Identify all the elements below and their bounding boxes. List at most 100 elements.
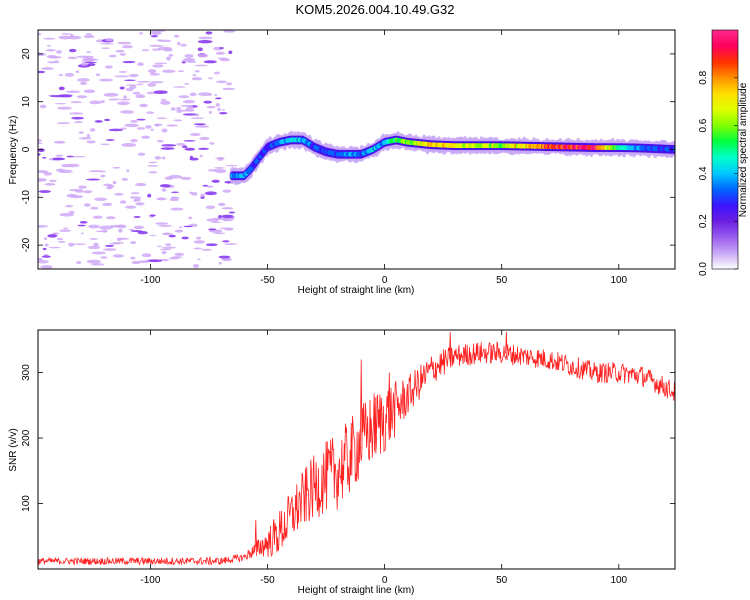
spectrogram-noise-cell bbox=[159, 184, 171, 188]
spectrogram-noise-cell bbox=[217, 157, 224, 161]
spectrogram-noise-cell bbox=[136, 118, 146, 121]
spectrogram-noise-cell bbox=[156, 245, 163, 248]
spectrogram-noise-cell bbox=[147, 69, 157, 74]
spectrogram-noise-cell bbox=[215, 103, 220, 107]
spectrogram-noise-cell bbox=[192, 264, 200, 268]
spectrogram-noise-cell bbox=[194, 64, 208, 67]
spectrogram-noise-cell bbox=[222, 240, 230, 243]
y-tick-label-0: 100 bbox=[21, 495, 32, 512]
spectrogram-noise-cell bbox=[114, 75, 130, 78]
spectrogram-noise-cell bbox=[108, 184, 115, 188]
spectrogram-noise-cell bbox=[148, 161, 158, 164]
colorbar: 0.0 0.2 0.4 0.6 0.8 Normalized spectral ampl… bbox=[698, 29, 749, 276]
spectrogram-noise-cell bbox=[161, 188, 167, 192]
spectrogram-noise-cell bbox=[150, 34, 158, 38]
spectrogram-noise-cell bbox=[90, 206, 99, 210]
spectrogram-x-label: Height of straight line (km) bbox=[298, 285, 415, 296]
spectrogram-noise-cell bbox=[224, 243, 237, 246]
spectrogram-noise-cell bbox=[175, 109, 188, 112]
spectrogram-noise-cell bbox=[136, 80, 151, 83]
spectrogram-noise-cell bbox=[130, 192, 141, 195]
x-tick-label-3: 50 bbox=[496, 575, 508, 586]
spectrogram-noise-cell bbox=[40, 265, 53, 269]
spectrogram-noise-cell bbox=[58, 73, 64, 77]
spectrogram-noise-cell bbox=[94, 197, 108, 202]
spectrogram-y-label: Frequency (Hz) bbox=[8, 116, 19, 185]
spectrogram-noise-cell bbox=[218, 261, 222, 265]
spectrogram-noise-cell bbox=[170, 107, 176, 111]
spectrogram-noise-cell bbox=[217, 107, 221, 112]
snr-x-label: Height of straight line (km) bbox=[298, 585, 415, 596]
spectrogram-noise-cell bbox=[171, 191, 179, 194]
spectrogram-noise-cell bbox=[137, 83, 144, 86]
spectrogram-noise-cell bbox=[141, 135, 151, 139]
spectrogram-noise-cell bbox=[157, 139, 164, 143]
spectrogram-noise-cell bbox=[109, 242, 121, 245]
y-tick-label-0: -20 bbox=[21, 237, 32, 252]
spectrogram-noise-cell bbox=[159, 248, 172, 251]
spectrogram-noise-cell bbox=[91, 263, 105, 266]
spectrogram-noise-cell bbox=[135, 202, 145, 206]
spectrogram-noise-cell bbox=[228, 50, 233, 55]
spectrogram-noise-cell bbox=[105, 216, 116, 220]
spectrogram-noise-cell bbox=[153, 123, 163, 127]
y-tick-label-1: 200 bbox=[21, 429, 32, 446]
x-tick-label-1: -50 bbox=[260, 575, 275, 586]
spectrogram-noise-cell bbox=[181, 145, 188, 149]
spectrogram-noise-cell bbox=[130, 241, 137, 245]
spectrogram-noise-cell bbox=[43, 237, 48, 241]
spectrogram-noise-cell bbox=[195, 113, 200, 117]
spectrogram-noise-cell bbox=[112, 166, 121, 169]
spectrogram-noise-cell bbox=[38, 70, 46, 74]
spectrogram-noise-cell bbox=[205, 31, 213, 35]
spectrogram-noise-cell bbox=[104, 38, 114, 42]
spectrogram-noise-cell bbox=[137, 152, 146, 156]
spectrogram-noise-cell bbox=[213, 71, 221, 75]
spectrogram-noise-cell bbox=[206, 185, 214, 188]
spectrogram-noise-cell bbox=[201, 248, 213, 251]
spectrogram-noise-cell bbox=[123, 79, 136, 82]
spectrogram-noise-cell bbox=[189, 132, 201, 137]
spectrogram-noise-cell bbox=[43, 172, 52, 176]
spectrogram-noise-cell bbox=[135, 94, 146, 99]
spectrogram-noise-cell bbox=[43, 254, 49, 256]
spectrogram-noise-cell bbox=[39, 104, 47, 109]
spectrogram-noise-cell bbox=[195, 236, 202, 240]
spectrogram-noise-cell bbox=[146, 91, 157, 95]
spectrogram-noise-cell bbox=[112, 180, 117, 185]
spectrogram-noise-cell bbox=[197, 147, 210, 150]
spectrogram-noise-cell bbox=[121, 143, 137, 147]
spectrogram-noise-cell bbox=[41, 255, 51, 258]
spectrogram-noise-cell bbox=[218, 255, 231, 259]
spectrogram-noise-cell bbox=[173, 34, 180, 38]
spectrogram-noise-cell bbox=[222, 189, 232, 193]
spectrogram-noise-cell bbox=[223, 30, 236, 33]
spectrogram-noise-cell bbox=[100, 47, 110, 49]
spectrogram-noise-cell bbox=[136, 127, 146, 130]
spectrogram-noise-cell bbox=[128, 73, 139, 78]
spectrogram-noise-cell bbox=[130, 256, 136, 260]
spectrogram-noise-cell bbox=[38, 139, 43, 143]
spectrogram-noise-cell bbox=[47, 234, 58, 238]
spectrogram-noise-cell bbox=[183, 225, 193, 228]
spectrogram-noise-cell bbox=[173, 86, 186, 88]
spectrogram-noise-cell bbox=[56, 50, 62, 54]
spectrogram-noise-cell bbox=[188, 216, 192, 220]
spectrogram-noise-cell bbox=[217, 57, 228, 60]
spectrogram-noise-cell bbox=[168, 234, 176, 238]
y-tick-label-3: 10 bbox=[21, 96, 32, 108]
spectrogram-noise-cell bbox=[214, 169, 227, 174]
spectrogram-noise-cell bbox=[147, 193, 152, 198]
spectrogram-noise-cell bbox=[78, 185, 87, 189]
spectrogram-noise-cell bbox=[97, 170, 106, 173]
spectrogram-noise-cell bbox=[42, 157, 47, 159]
spectrogram-noise-cell bbox=[108, 128, 123, 132]
spectrogram-noise-cell bbox=[154, 156, 162, 160]
snr-series-line bbox=[38, 331, 675, 566]
spectrogram-noise-cell bbox=[186, 105, 194, 108]
spectrogram-y-ticks: -20 -10 0 10 20 bbox=[21, 48, 675, 252]
spectrogram-noise-cell bbox=[185, 107, 195, 112]
x-tick-label-2: 0 bbox=[382, 275, 388, 286]
spectrogram-noise-cell bbox=[189, 92, 197, 97]
colorbar-label: Normalized spectral amplitude bbox=[738, 82, 749, 217]
